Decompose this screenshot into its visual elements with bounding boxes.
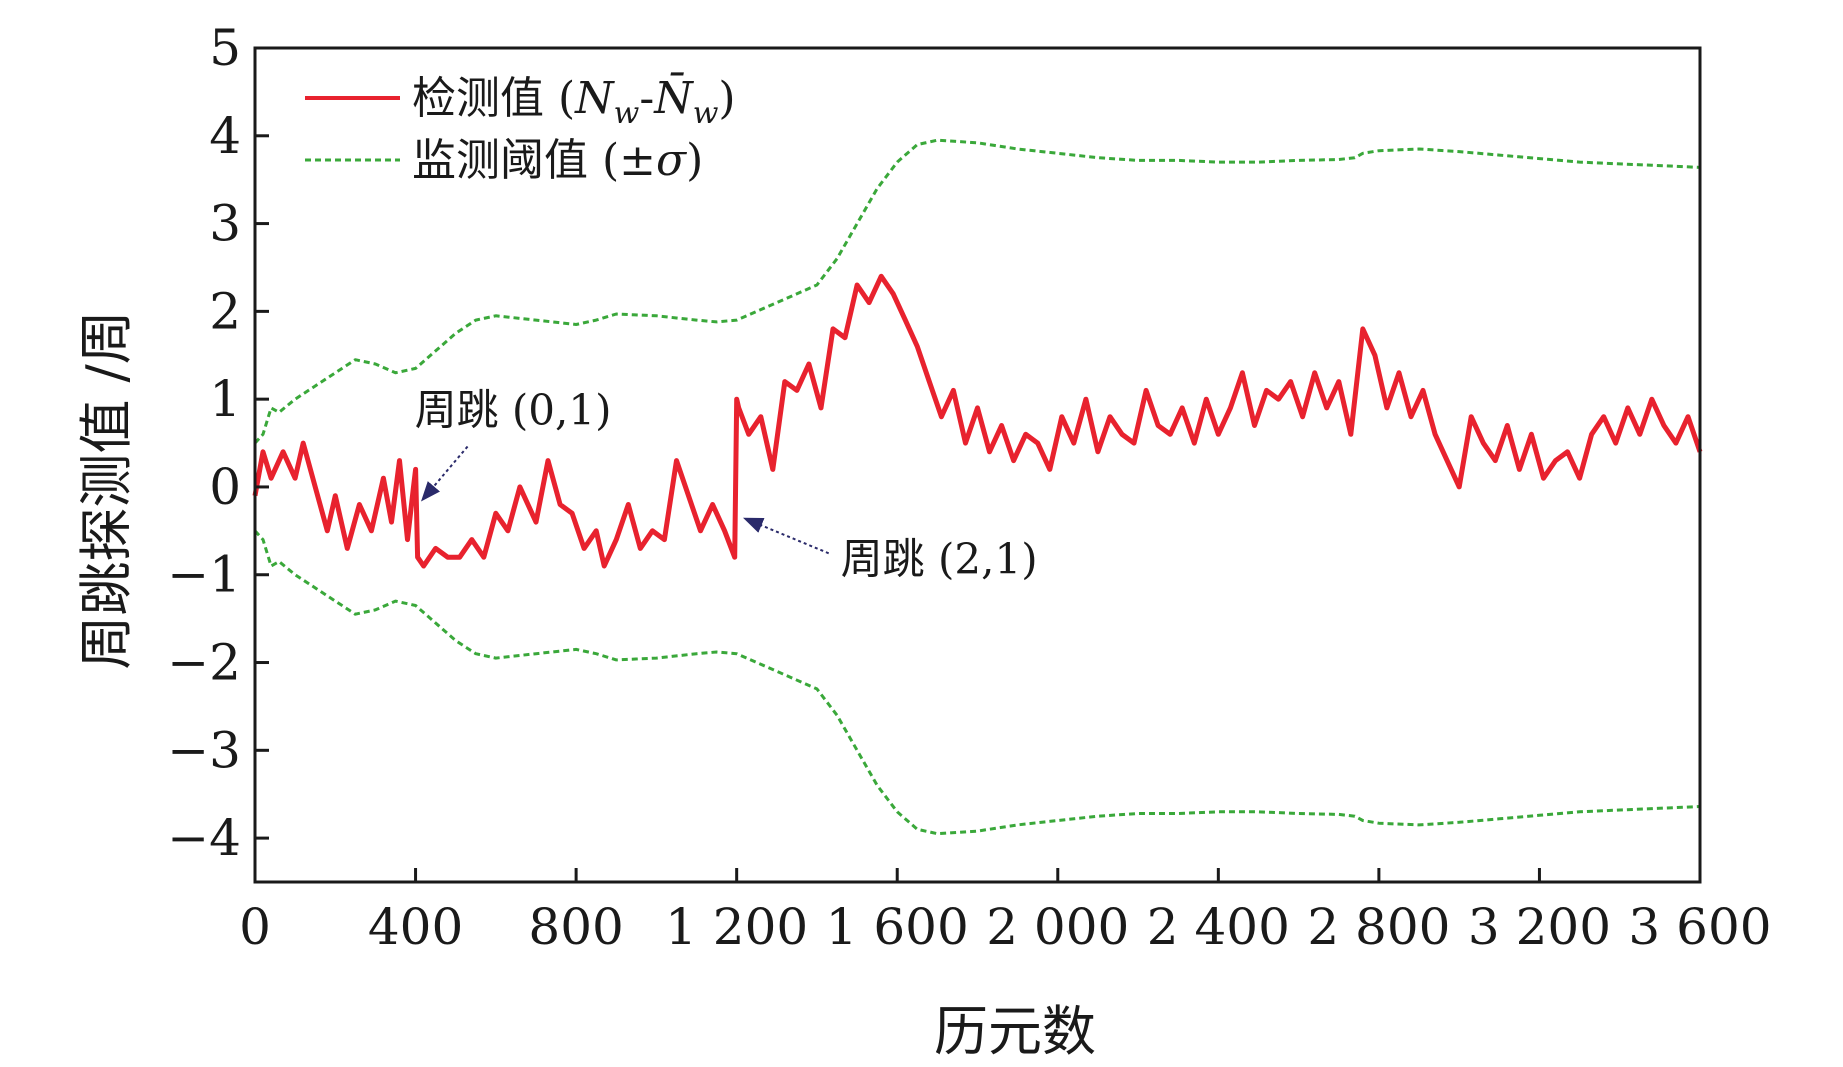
x-tick-label: 3 600 <box>1628 898 1771 956</box>
x-tick-label: 2 000 <box>986 898 1129 956</box>
x-tick-label: 2 400 <box>1147 898 1290 956</box>
y-tick-label: 3 <box>209 195 241 253</box>
legend-label-detection: 检测值 (Nw-N̄w) <box>412 71 736 131</box>
series-layer <box>252 138 1703 836</box>
y-tick-label: 5 <box>209 19 241 77</box>
series-threshold-lower-line <box>253 529 1701 836</box>
x-tick-label: 1 600 <box>826 898 969 956</box>
y-axis-title: 周跳探测值 /周 <box>75 310 138 669</box>
annotation-layer: 周跳 (0,1) 周跳 (2,1) <box>415 386 1038 584</box>
y-tick-label: −4 <box>167 809 241 867</box>
y-tick-label: 4 <box>209 107 241 165</box>
annotation-arrow-slip-21 <box>742 517 830 555</box>
x-tick-label: 2 800 <box>1307 898 1450 956</box>
y-tick-label: 2 <box>209 282 241 340</box>
x-tick-label: 3 200 <box>1468 898 1611 956</box>
x-tick-label: 400 <box>368 898 463 956</box>
y-tick-label: 1 <box>209 370 241 428</box>
series-threshold-upper-line <box>253 138 1701 445</box>
annotation-label-slip-01: 周跳 (0,1) <box>415 386 612 435</box>
annotation-label-slip-21: 周跳 (2,1) <box>841 534 1038 583</box>
x-tick-label: 0 <box>239 898 271 956</box>
tick-layer: 0 400 800 1 200 1 600 2 000 2 400 2 800 3 200 3 6… <box>167 19 1771 956</box>
plot-frame <box>253 46 1702 884</box>
annotation-arrow-slip-01 <box>420 445 469 502</box>
x-axis-title: 历元数 <box>934 1000 1096 1063</box>
legend-label-threshold: 监测阈值 (±σ) <box>412 135 703 186</box>
y-tick-label: −1 <box>167 546 241 604</box>
x-tick-label: 800 <box>528 898 623 956</box>
y-tick-label: 0 <box>209 458 241 516</box>
series-detection-line <box>252 273 1703 569</box>
y-tick-label: −2 <box>167 634 241 692</box>
legend: 检测值 (Nw-N̄w) 监测阈值 (±σ) <box>305 71 736 186</box>
y-tick-label: −3 <box>167 721 241 779</box>
x-tick-label: 1 200 <box>665 898 808 956</box>
